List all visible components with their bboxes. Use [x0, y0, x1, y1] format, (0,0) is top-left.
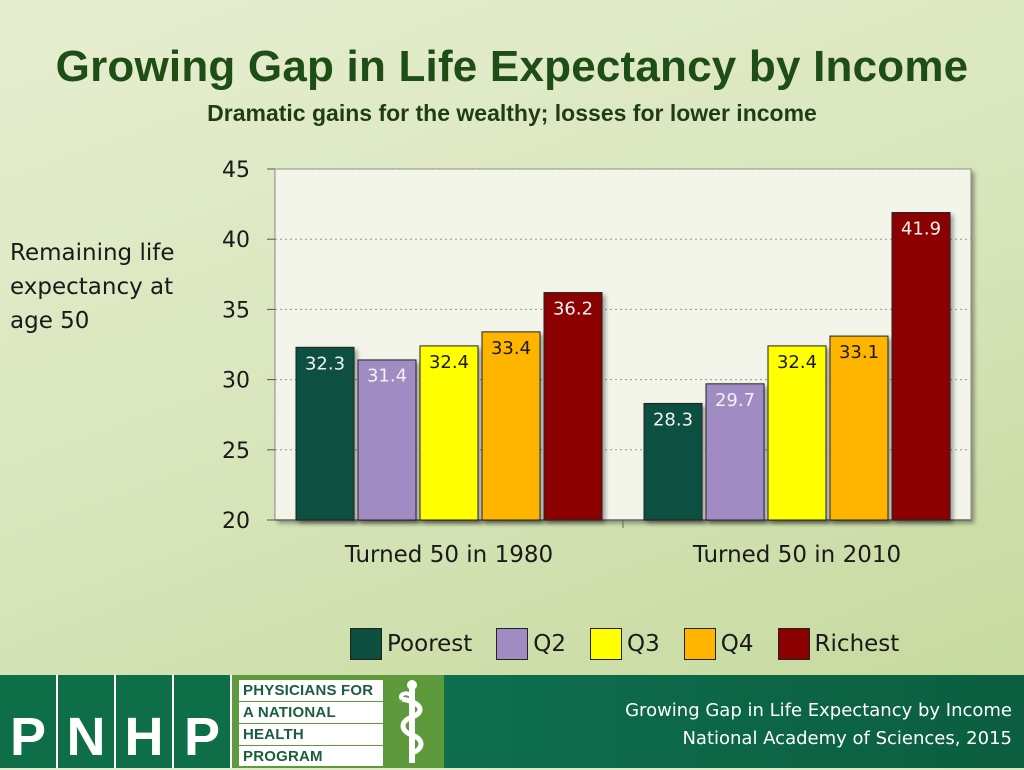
pnhp-logo: P N H P PHYSICIANS FOR A NATIONAL HEALTH… [0, 675, 444, 768]
footer-bar: P N H P PHYSICIANS FOR A NATIONAL HEALTH… [0, 675, 1024, 768]
data-label: 33.1 [839, 342, 879, 363]
legend-label: Q2 [533, 631, 567, 657]
logo-letter: P [0, 675, 58, 768]
legend-label: Richest [814, 631, 900, 657]
bar-q4 [829, 335, 889, 521]
bars [295, 212, 951, 521]
source-title: Growing Gap in Life Expectancy by Income [625, 700, 1012, 721]
legend-swatch [350, 628, 382, 660]
bar-q3 [767, 345, 827, 521]
data-label: 36.2 [553, 299, 593, 320]
data-label: 41.9 [901, 219, 941, 240]
bar-chart: 20 25 30 35 40 45 Turned 50 in 1980 Turned 50 i… [222, 158, 972, 568]
legend-item-richest: Richest [777, 628, 900, 660]
data-label: 32.4 [777, 352, 817, 373]
logo-word: HEALTH [239, 724, 383, 746]
y-tick-label: 30 [222, 369, 250, 394]
bar-richest [891, 212, 951, 521]
bar-q2 [705, 383, 765, 521]
legend: Poorest Q2 Q3 Q4 Richest [350, 626, 923, 662]
bar-q3 [419, 345, 479, 521]
y-tick-label: 20 [222, 509, 250, 534]
logo-word: PROGRAM [243, 748, 323, 765]
caduceus-icon [384, 677, 440, 766]
logo-wordmark: PHYSICIANS FOR A NATIONAL HEALTH PROGRAM [238, 679, 384, 767]
y-axis-label: Remaining life expectancy at age 50 [10, 240, 175, 334]
bar-q4 [481, 331, 541, 521]
bar-q2 [357, 359, 417, 521]
y-tick-label: 45 [222, 158, 250, 183]
source-publisher: National Academy of Sciences, 2015 [682, 728, 1012, 749]
logo-letter: H [116, 675, 174, 768]
logo-letter: P [174, 675, 232, 768]
chart-subtitle: Dramatic gains for the wealthy; losses f… [207, 100, 817, 126]
logo-word: A NATIONAL [239, 702, 383, 724]
y-tick-label: 40 [222, 228, 250, 253]
source-citation: Growing Gap in Life Expectancy by Income… [625, 697, 1012, 753]
legend-label: Q3 [627, 631, 660, 657]
data-label: 31.4 [367, 365, 407, 386]
data-label: 28.3 [653, 409, 693, 430]
legend-swatch [590, 628, 623, 660]
data-labels: 32.3 31.4 32.4 33.4 36.2 28.3 29.7 32.4 33.1 41.9 [305, 219, 941, 431]
legend-item-q2: Q2 [496, 628, 566, 660]
data-label: 33.4 [491, 338, 531, 359]
legend-item-q4: Q4 [683, 628, 754, 660]
logo-letter: N [58, 675, 116, 768]
x-tick-label: Turned 50 in 2010 [692, 542, 901, 568]
bar-poorest [643, 402, 703, 521]
legend-swatch [683, 628, 716, 660]
y-tick-label: 35 [222, 298, 250, 323]
x-tick-label: Turned 50 in 1980 [344, 542, 553, 568]
logo-word: PHYSICIANS FOR [239, 680, 383, 702]
data-label: 29.7 [715, 390, 755, 411]
bar-richest [543, 292, 603, 521]
legend-label: Poorest [387, 631, 473, 657]
legend-swatch [496, 628, 529, 660]
data-label: 32.3 [305, 353, 345, 374]
legend-item-q3: Q3 [590, 628, 660, 660]
legend-swatch [777, 628, 810, 660]
data-label: 32.4 [429, 352, 469, 373]
chart-title: Growing Gap in Life Expectancy by Income [55, 42, 969, 91]
y-tick-label: 25 [222, 439, 250, 464]
legend-item-poorest: Poorest [350, 628, 472, 660]
bar-poorest [295, 346, 355, 521]
legend-label: Q4 [720, 631, 754, 657]
